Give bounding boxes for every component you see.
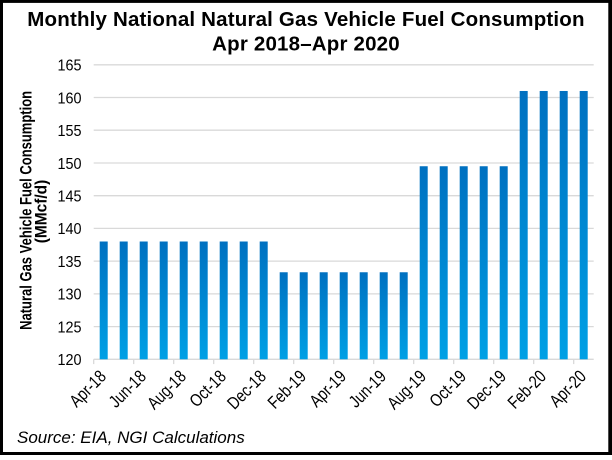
svg-text:135: 135 <box>57 253 81 271</box>
svg-text:155: 155 <box>57 122 81 140</box>
svg-text:120: 120 <box>57 351 81 369</box>
svg-text:165: 165 <box>57 57 81 75</box>
svg-text:140: 140 <box>57 221 81 239</box>
svg-text:(MMcf/d): (MMcf/d) <box>32 180 51 244</box>
svg-text:Monthly National Natural Gas V: Monthly National Natural Gas Vehicle Fue… <box>27 8 584 31</box>
svg-text:150: 150 <box>57 155 81 173</box>
svg-text:145: 145 <box>57 188 81 206</box>
svg-text:Source: EIA, NGI Calculations: Source: EIA, NGI Calculations <box>17 428 245 447</box>
svg-text:130: 130 <box>57 286 81 304</box>
svg-text:Natural Gas Vehicle Fuel Consu: Natural Gas Vehicle Fuel Consumption <box>17 91 36 330</box>
svg-text:Apr 2018–Apr 2020: Apr 2018–Apr 2020 <box>212 33 400 56</box>
svg-text:160: 160 <box>57 90 81 108</box>
svg-text:125: 125 <box>57 319 81 337</box>
